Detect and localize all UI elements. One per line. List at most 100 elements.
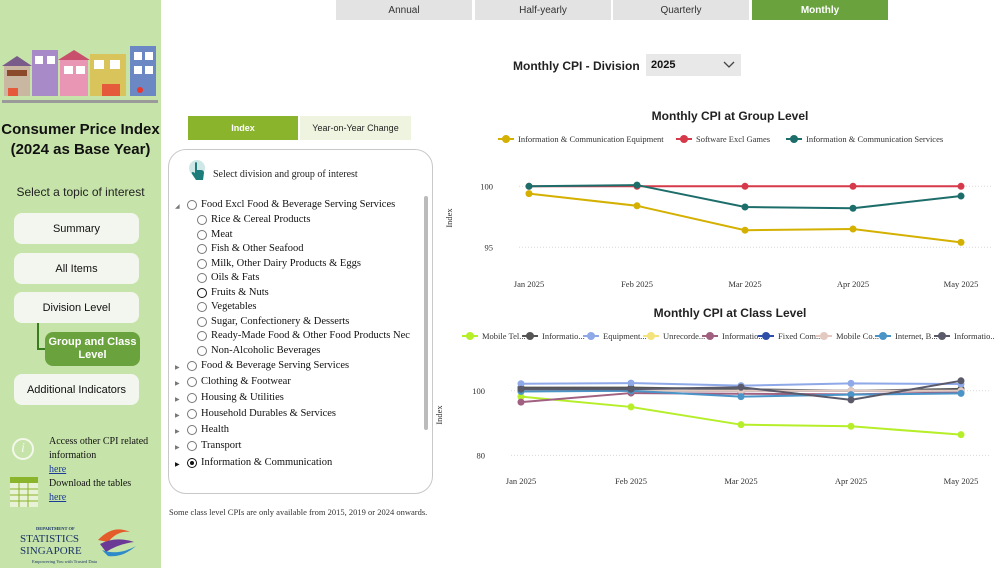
x-tick-label: Mar 2025: [728, 279, 761, 289]
expand-arrow-icon[interactable]: ▶: [175, 462, 180, 468]
series-line: [528, 192, 962, 244]
radio-button[interactable]: [197, 288, 207, 298]
expand-arrow-icon[interactable]: ▶: [175, 413, 180, 419]
radio-button[interactable]: [187, 458, 197, 468]
radio-button[interactable]: [197, 215, 207, 225]
nav-summary-button[interactable]: Summary: [14, 213, 139, 244]
group-chart-title: Monthly CPI at Group Level: [651, 109, 809, 123]
statistics-singapore-logo: DEPARTMENT OF STATISTICS SINGAPORE Empow…: [20, 526, 136, 564]
x-tick-label: Jan 2025: [514, 279, 544, 289]
tree-item-label: Housing & Utilities: [201, 392, 284, 403]
panel-scrollbar[interactable]: [424, 196, 428, 430]
footnote: Some class level CPIs are only available…: [169, 507, 428, 517]
legend-label: Information & Communication Equipment: [518, 134, 664, 144]
info-download-text: Download the tables: [49, 478, 132, 489]
tab-monthly[interactable]: Monthly: [752, 0, 889, 20]
data-point: [847, 379, 855, 387]
legend-marker: [466, 332, 474, 340]
legend-marker: [790, 135, 798, 143]
x-tick-label: Jan 2025: [506, 476, 536, 486]
tab-half-yearly[interactable]: Half-yearly: [475, 0, 612, 20]
nav-division-level-button[interactable]: Division Level: [14, 292, 139, 323]
tab-annual[interactable]: Annual: [336, 0, 473, 20]
data-point: [849, 204, 857, 212]
legend-label: Informatio...: [542, 331, 585, 341]
data-point: [737, 393, 745, 401]
radio-button[interactable]: [187, 200, 197, 210]
tree-item-label: Meat: [211, 229, 233, 240]
chevron-down-icon: [723, 61, 735, 68]
tree-item-label: Food & Beverage Serving Services: [201, 360, 350, 371]
radio-button[interactable]: [187, 409, 197, 419]
expand-arrow-icon[interactable]: ▶: [175, 365, 180, 371]
yoy-change-toggle-button[interactable]: Year-on-Year Change: [300, 116, 411, 140]
selection-panel: Select division and group of interest ◢ F…: [168, 149, 433, 494]
nav-additional-indicators-button[interactable]: Additional Indicators: [14, 374, 139, 405]
legend-marker: [820, 332, 828, 340]
index-toggle-button[interactable]: Index: [188, 116, 298, 140]
topic-prompt: Select a topic of interest: [16, 185, 145, 199]
radio-button[interactable]: [197, 230, 207, 240]
data-point: [633, 202, 641, 210]
data-point: [627, 379, 635, 387]
radio-button[interactable]: [197, 244, 207, 254]
radio-button[interactable]: [187, 425, 197, 435]
tab-quarterly[interactable]: Quarterly: [613, 0, 750, 20]
data-point: [627, 403, 635, 411]
tree-item-label: Oils & Fats: [211, 272, 260, 283]
radio-button[interactable]: [187, 441, 197, 451]
radio-button[interactable]: [197, 317, 207, 327]
expand-arrow-icon[interactable]: ▶: [175, 445, 180, 451]
legend-label: Mobile Tel...: [482, 331, 526, 341]
radio-button[interactable]: [197, 259, 207, 269]
group-level-chart: Information & Communication Equipment Sof…: [444, 134, 991, 289]
data-point: [847, 422, 855, 430]
legend-marker: [647, 332, 655, 340]
radio-button[interactable]: [187, 361, 197, 371]
class-chart-title: Monthly CPI at Class Level: [653, 306, 807, 320]
legend-marker: [879, 332, 887, 340]
y-tick-label: 100: [472, 386, 485, 396]
sidebar: Consumer Price Index (2024 as Base Year)…: [0, 0, 161, 568]
radio-button[interactable]: [197, 331, 207, 341]
tree-item-label: Vegetables: [211, 301, 257, 312]
data-point: [957, 431, 965, 439]
year-select[interactable]: 2025: [646, 54, 741, 76]
tree-item-label: Milk, Other Dairy Products & Eggs: [211, 258, 361, 269]
nav-group-class-level-button[interactable]: Group and Class Level: [45, 332, 140, 366]
collapse-arrow-icon[interactable]: ◢: [175, 204, 180, 210]
expand-arrow-icon[interactable]: ▶: [175, 429, 180, 435]
y-axis-label: Index: [434, 405, 444, 425]
data-point: [633, 181, 641, 189]
data-point: [957, 238, 965, 246]
data-point: [517, 393, 525, 401]
x-tick-label: May 2025: [944, 279, 979, 289]
radio-button[interactable]: [197, 346, 207, 356]
radio-button[interactable]: [197, 273, 207, 283]
tree-item-label: Clothing & Footwear: [201, 376, 291, 387]
data-point: [525, 182, 533, 190]
info-access-link[interactable]: here: [49, 464, 67, 475]
expand-arrow-icon[interactable]: ▶: [175, 397, 180, 403]
x-tick-label: Apr 2025: [835, 476, 867, 486]
app-title: Consumer Price Index (2024 as Base Year): [1, 121, 160, 158]
nav-all-items-button[interactable]: All Items: [14, 253, 139, 284]
nav-connector-line: [37, 323, 46, 350]
data-point: [741, 203, 749, 211]
info-download-link[interactable]: here: [49, 492, 67, 503]
panel-heading: Select division and group of interest: [213, 169, 358, 180]
info-icon: i: [12, 438, 34, 460]
legend-marker: [526, 332, 534, 340]
data-point: [957, 389, 965, 397]
data-point: [627, 385, 635, 393]
legend-marker: [938, 332, 946, 340]
tree-item-label: Food Excl Food & Beverage Serving Servic…: [201, 199, 396, 210]
data-point: [517, 398, 525, 406]
radio-button[interactable]: [187, 377, 197, 387]
radio-button[interactable]: [197, 302, 207, 312]
x-tick-label: Apr 2025: [837, 279, 869, 289]
radio-button[interactable]: [187, 393, 197, 403]
expand-arrow-icon[interactable]: ▶: [175, 381, 180, 387]
data-point: [517, 380, 525, 388]
y-tick-label: 95: [485, 242, 494, 252]
